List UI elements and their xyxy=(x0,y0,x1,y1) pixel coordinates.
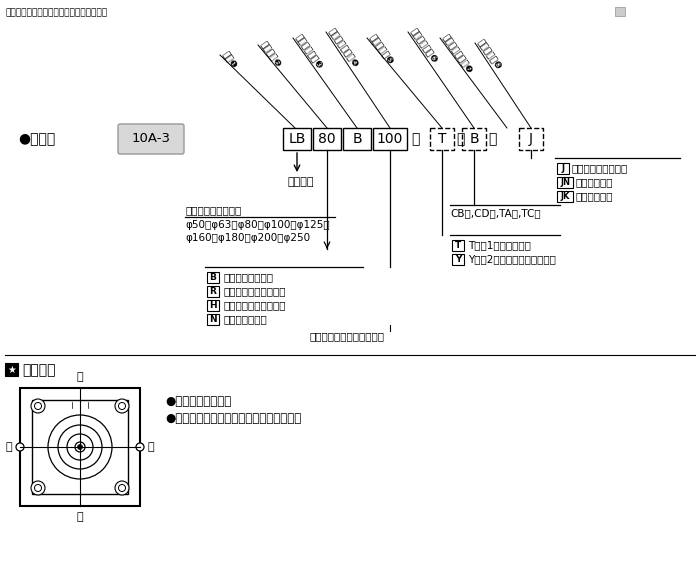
Text: ストローク❺: ストローク❺ xyxy=(367,33,394,67)
Text: J: J xyxy=(529,132,533,146)
Text: CB形,CD形,TA形,TC形: CB形,CD形,TA形,TC形 xyxy=(450,208,540,218)
Bar xyxy=(462,128,486,150)
Text: 支持形式❷: 支持形式❷ xyxy=(258,40,282,69)
Text: －: － xyxy=(411,132,419,146)
Text: 80: 80 xyxy=(318,132,336,146)
Text: コーネックス: コーネックス xyxy=(576,191,613,201)
Circle shape xyxy=(115,481,129,495)
Text: 10A-3: 10A-3 xyxy=(132,133,171,145)
Text: N: N xyxy=(209,315,217,324)
Text: －: － xyxy=(456,132,464,146)
Text: ヘッド側クッション付: ヘッド側クッション付 xyxy=(223,300,286,310)
Text: Y: Y xyxy=(455,255,461,264)
Bar xyxy=(207,286,219,297)
Text: Y先（2山先端金具・ピン付）: Y先（2山先端金具・ピン付） xyxy=(468,254,556,264)
Circle shape xyxy=(34,402,41,409)
Text: 標準仕様: 標準仕様 xyxy=(22,363,55,377)
Text: ブラケット記号❼: ブラケット記号❼ xyxy=(440,33,474,75)
Bar xyxy=(557,163,569,174)
Text: ナイロンターポリン: ナイロンターポリン xyxy=(572,163,629,173)
Bar xyxy=(452,240,464,251)
Text: Ⓓ: Ⓓ xyxy=(6,442,12,452)
Bar xyxy=(32,400,128,494)
Text: T先（1山先端金具）: T先（1山先端金具） xyxy=(468,240,531,250)
Text: R: R xyxy=(209,287,216,296)
Circle shape xyxy=(118,402,125,409)
Text: ロッド側クッション付: ロッド側クッション付 xyxy=(223,286,286,296)
Text: 両側クッション付: 両側クッション付 xyxy=(223,272,273,282)
Text: 先端金具記号❻: 先端金具記号❻ xyxy=(408,27,438,65)
Bar xyxy=(519,128,543,150)
Text: 100: 100 xyxy=(377,132,403,146)
Text: T: T xyxy=(455,241,461,250)
Text: φ50・φ63・φ80・φ100・φ125・: φ50・φ63・φ80・φ100・φ125・ xyxy=(185,220,330,230)
Bar xyxy=(207,300,219,311)
Text: JN: JN xyxy=(560,178,570,187)
Text: クッションなし: クッションなし xyxy=(223,314,267,324)
Text: 防塵カバー❽: 防塵カバー❽ xyxy=(475,38,503,72)
Text: シリンダストローク（㎜）: シリンダストローク（㎜） xyxy=(310,331,385,341)
Text: 破線部は、不要の場合無記入　　準標準品: 破線部は、不要の場合無記入 準標準品 xyxy=(5,8,107,17)
Text: ●標準形: ●標準形 xyxy=(18,132,55,146)
Text: シリンダ内径（㎜）: シリンダ内径（㎜） xyxy=(185,205,242,215)
Text: JK: JK xyxy=(560,192,570,201)
Bar xyxy=(373,128,407,150)
Circle shape xyxy=(31,399,45,413)
Text: －: － xyxy=(488,132,496,146)
Text: クロロプレン: クロロプレン xyxy=(576,177,613,187)
Bar xyxy=(283,128,311,150)
FancyBboxPatch shape xyxy=(118,124,184,154)
Bar xyxy=(20,388,140,506)
Text: 支持形式: 支持形式 xyxy=(287,177,314,187)
Text: T: T xyxy=(438,132,447,146)
Text: φ160・φ180・φ200・φ250: φ160・φ180・φ200・φ250 xyxy=(185,233,310,243)
Circle shape xyxy=(31,481,45,495)
Bar xyxy=(557,177,573,188)
Text: Ⓐ: Ⓐ xyxy=(77,372,83,382)
Bar xyxy=(343,128,371,150)
Bar xyxy=(615,7,625,16)
Text: J: J xyxy=(561,164,564,173)
Text: Ⓑ: Ⓑ xyxy=(148,442,155,452)
Text: シリンダ内径❸: シリンダ内径❸ xyxy=(293,33,323,71)
Text: LB: LB xyxy=(288,132,306,146)
Text: B: B xyxy=(469,132,479,146)
Text: ★: ★ xyxy=(7,364,16,374)
Text: 機種❶: 機種❶ xyxy=(220,50,238,71)
Text: B: B xyxy=(209,273,216,282)
Text: H: H xyxy=(209,301,217,310)
Bar xyxy=(452,254,464,265)
Circle shape xyxy=(115,399,129,413)
Bar xyxy=(207,314,219,325)
Text: Ⓒ: Ⓒ xyxy=(77,512,83,522)
Circle shape xyxy=(118,484,125,491)
Circle shape xyxy=(16,443,24,451)
Text: B: B xyxy=(352,132,362,146)
Circle shape xyxy=(136,443,144,451)
Bar xyxy=(207,272,219,283)
Text: クッション形式❹: クッション形式❹ xyxy=(326,27,360,69)
Bar xyxy=(313,128,341,150)
Circle shape xyxy=(34,484,41,491)
Text: ●ポート位置Ⓐ、クッションバルブ位置Ⓑ: ●ポート位置Ⓐ、クッションバルブ位置Ⓑ xyxy=(165,412,301,425)
Text: ●両側クッション付: ●両側クッション付 xyxy=(165,395,231,408)
Bar xyxy=(557,191,573,202)
Bar xyxy=(430,128,454,150)
Circle shape xyxy=(78,444,83,449)
Bar xyxy=(5,363,18,376)
